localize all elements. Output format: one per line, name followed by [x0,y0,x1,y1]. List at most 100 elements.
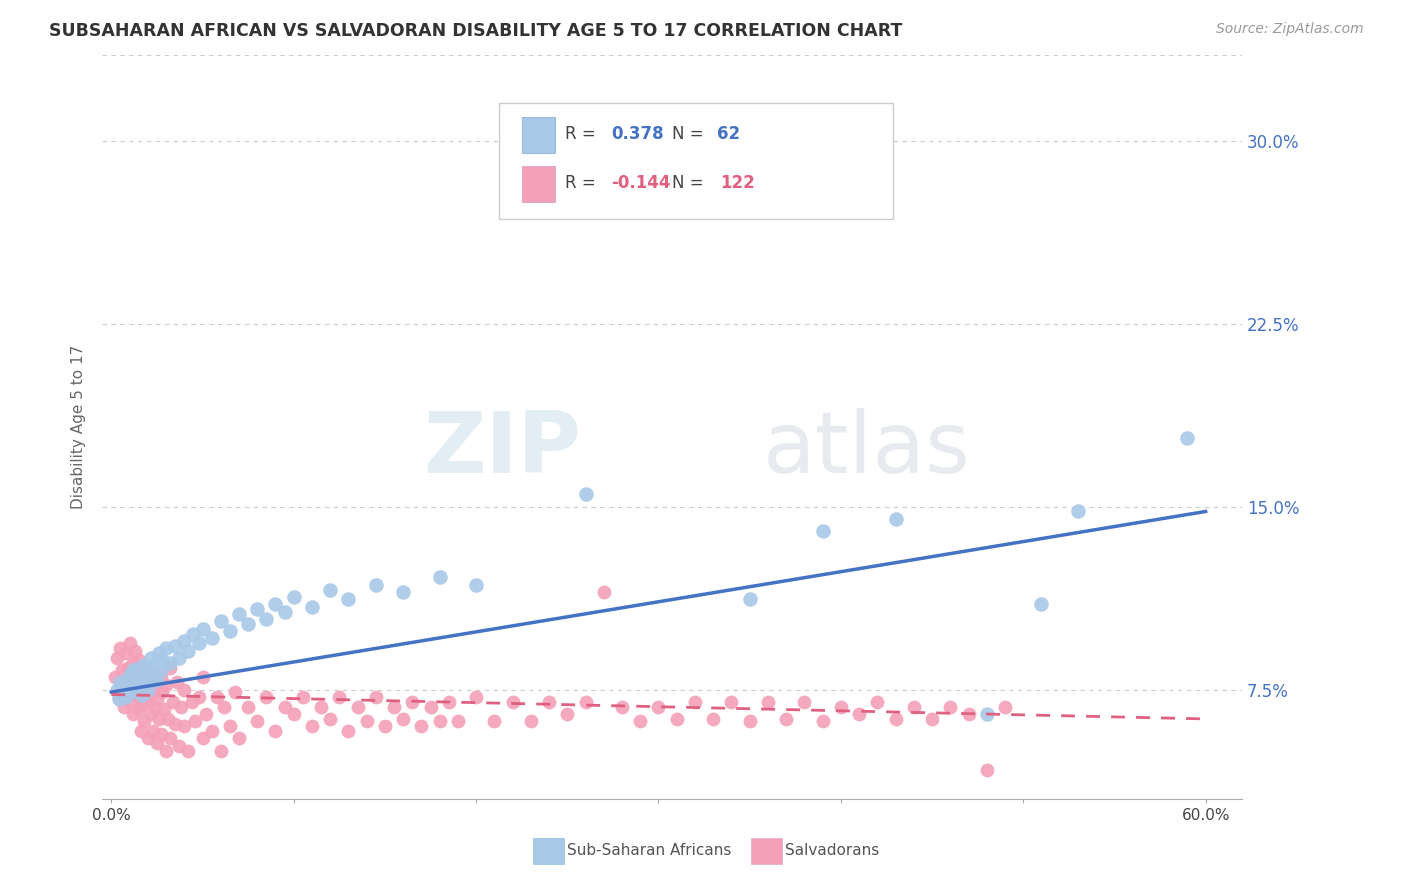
Point [122,663,145,677]
Point [187,636,209,650]
Point [205,690,228,704]
Point [866,695,889,709]
Point [1177,431,1199,445]
Point [328,690,350,704]
Point [647,699,669,714]
Point [177,643,200,657]
Point [374,719,396,733]
Point [884,712,907,726]
Point [411,719,433,733]
Point [165,716,187,731]
Point [173,719,195,733]
Point [131,688,153,702]
Text: -0.144: -0.144 [612,175,671,193]
Point [142,670,165,684]
Point [141,665,163,680]
Point [574,487,596,501]
Point [346,699,368,714]
Point [228,607,250,621]
Point [555,706,578,721]
Point [152,653,174,667]
Point [148,712,170,726]
Point [273,605,295,619]
Text: 0.378: 0.378 [612,125,664,143]
Point [214,699,236,714]
Point [592,585,614,599]
Point [124,682,146,697]
Point [124,688,146,702]
Point [167,651,190,665]
Point [437,695,460,709]
Point [125,670,148,684]
Text: Sub-Saharan Africans: Sub-Saharan Africans [567,844,731,858]
Point [141,706,163,721]
Point [520,714,543,729]
Point [135,695,157,709]
Point [183,626,205,640]
Point [120,678,142,692]
Point [447,714,470,729]
Point [392,712,415,726]
Point [283,590,305,604]
Point [309,699,332,714]
Point [128,661,150,675]
Point [146,736,169,750]
Point [191,622,214,636]
Point [138,688,160,702]
Point [702,712,724,726]
Point [120,673,142,687]
Point [159,731,181,746]
Point [337,724,360,739]
Point [610,699,633,714]
Point [811,714,834,729]
Point [173,633,195,648]
Point [246,714,269,729]
Text: N =: N = [672,175,709,193]
Point [401,695,423,709]
Point [105,682,128,697]
Point [793,695,815,709]
Text: R =: R = [565,125,602,143]
Point [465,577,488,591]
Point [429,570,451,584]
Point [201,724,224,739]
Point [155,744,177,758]
Point [811,524,834,538]
Point [939,699,962,714]
Point [180,695,202,709]
Point [166,675,188,690]
Point [128,653,150,667]
Point [219,624,242,638]
Point [884,512,907,526]
Point [152,685,174,699]
Point [143,658,166,673]
Point [301,599,323,614]
Point [830,699,852,714]
Point [122,656,145,670]
Point [976,763,998,777]
Point [134,680,156,694]
Point [149,726,172,740]
Point [118,668,141,682]
Point [115,680,138,694]
Point [738,714,761,729]
Point [976,706,998,721]
Point [143,680,166,694]
Point [720,695,742,709]
Point [177,744,200,758]
Point [628,714,651,729]
Point [291,690,314,704]
Point [131,698,153,712]
Point [246,602,269,616]
Point [1067,504,1090,518]
Point [136,665,159,680]
Point [236,699,259,714]
Point [219,719,242,733]
Point [112,699,135,714]
Point [111,688,134,702]
Point [574,695,596,709]
Point [209,744,232,758]
Point [254,690,277,704]
Point [184,714,207,729]
Point [254,612,277,626]
